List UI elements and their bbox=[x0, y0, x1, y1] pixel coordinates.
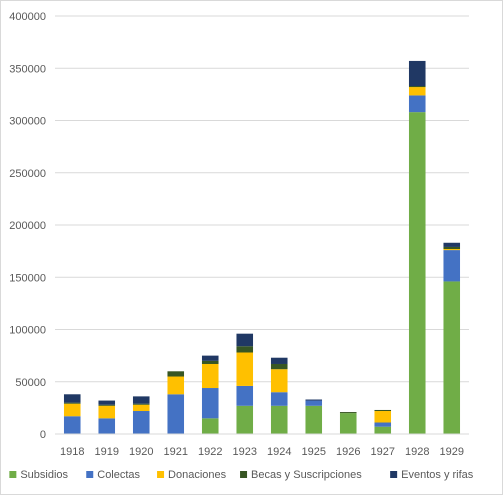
legend-label: Becas y Suscripciones bbox=[251, 469, 362, 481]
bar-segment bbox=[305, 405, 323, 434]
bars bbox=[63, 60, 461, 434]
bar-segment bbox=[132, 403, 150, 405]
x-tick-label: 1923 bbox=[233, 446, 257, 458]
y-tick-label: 50000 bbox=[15, 377, 46, 389]
bar-segment bbox=[270, 357, 288, 364]
bar-segment bbox=[374, 411, 392, 423]
x-tick-label: 1929 bbox=[440, 446, 464, 458]
bar-segment bbox=[98, 400, 116, 405]
legend-label: Subsidios bbox=[20, 469, 68, 481]
legend-swatch bbox=[157, 471, 165, 478]
bar-segment bbox=[167, 376, 185, 395]
y-tick-label: 0 bbox=[40, 429, 46, 441]
bar-segment bbox=[63, 394, 81, 403]
axes: 0 50000 100000 150000 200000 250000 300000 3500… bbox=[9, 11, 469, 458]
y-tick-label: 350000 bbox=[9, 63, 46, 75]
legend-label: Colectas bbox=[97, 469, 140, 481]
bar-segment bbox=[270, 363, 288, 370]
bar-segment bbox=[408, 112, 426, 434]
y-tick-label: 400000 bbox=[9, 11, 46, 23]
bar-segment bbox=[201, 360, 219, 364]
bar-segment bbox=[305, 400, 323, 406]
y-tick-label: 200000 bbox=[9, 220, 46, 232]
y-tick-label: 300000 bbox=[9, 116, 46, 128]
bar-segment bbox=[167, 394, 185, 434]
bar-segment bbox=[201, 388, 219, 419]
bar-segment bbox=[63, 402, 81, 404]
legend: Subsidios Colectas Donaciones Becas y Suscr… bbox=[9, 469, 474, 481]
bar-segment bbox=[132, 411, 150, 434]
bar-segment bbox=[443, 281, 461, 434]
bar-segment bbox=[98, 405, 116, 419]
bar-segment bbox=[98, 404, 116, 406]
bar-segment bbox=[374, 426, 392, 434]
legend-swatch bbox=[86, 471, 94, 478]
x-tick-label: 1918 bbox=[60, 446, 84, 458]
x-tick-label: 1925 bbox=[302, 446, 326, 458]
bar-segment bbox=[201, 418, 219, 434]
bar-segment bbox=[236, 385, 254, 406]
bar-segment bbox=[408, 87, 426, 96]
bar-segment bbox=[443, 250, 461, 282]
bar-segment bbox=[63, 403, 81, 417]
bar-segment bbox=[443, 242, 461, 247]
legend-swatch bbox=[390, 471, 398, 478]
x-tick-label: 1919 bbox=[95, 446, 119, 458]
y-tick-label: 150000 bbox=[9, 272, 46, 284]
bar-segment bbox=[201, 355, 219, 361]
bar-segment bbox=[201, 363, 219, 389]
y-tick-label: 100000 bbox=[9, 325, 46, 337]
x-tick-label: 1927 bbox=[371, 446, 395, 458]
bar-segment bbox=[305, 399, 323, 401]
bar-segment bbox=[408, 60, 426, 87]
bar-segment bbox=[167, 371, 185, 377]
bar-segment bbox=[236, 352, 254, 386]
bar-segment bbox=[236, 333, 254, 347]
x-tick-label: 1928 bbox=[405, 446, 429, 458]
bar-segment bbox=[236, 405, 254, 434]
x-tick-label: 1921 bbox=[164, 446, 188, 458]
legend-swatch bbox=[9, 471, 17, 478]
legend-label: Donaciones bbox=[168, 469, 227, 481]
bar-segment bbox=[270, 392, 288, 406]
bar-segment bbox=[408, 95, 426, 113]
bar-segment bbox=[443, 246, 461, 250]
bar-segment bbox=[236, 346, 254, 353]
x-tick-label: 1922 bbox=[198, 446, 222, 458]
bar-segment bbox=[339, 413, 357, 434]
bar-segment bbox=[63, 416, 81, 434]
bar-segment bbox=[132, 404, 150, 412]
legend-label: Eventos y rifas bbox=[401, 469, 474, 481]
legend-swatch bbox=[240, 471, 248, 478]
bar-segment bbox=[98, 418, 116, 434]
bar-segment bbox=[270, 405, 288, 434]
bar-segment bbox=[408, 86, 426, 88]
bar-segment bbox=[374, 409, 392, 412]
gridlines bbox=[55, 15, 469, 383]
x-tick-label: 1924 bbox=[267, 446, 291, 458]
x-tick-label: 1920 bbox=[129, 446, 153, 458]
bar-segment bbox=[132, 396, 150, 404]
bar-segment bbox=[374, 422, 392, 427]
bar-segment bbox=[270, 369, 288, 393]
bar-segment bbox=[443, 249, 461, 251]
bar-segment bbox=[339, 412, 357, 414]
y-tick-label: 250000 bbox=[9, 168, 46, 180]
x-tick-label: 1926 bbox=[336, 446, 360, 458]
